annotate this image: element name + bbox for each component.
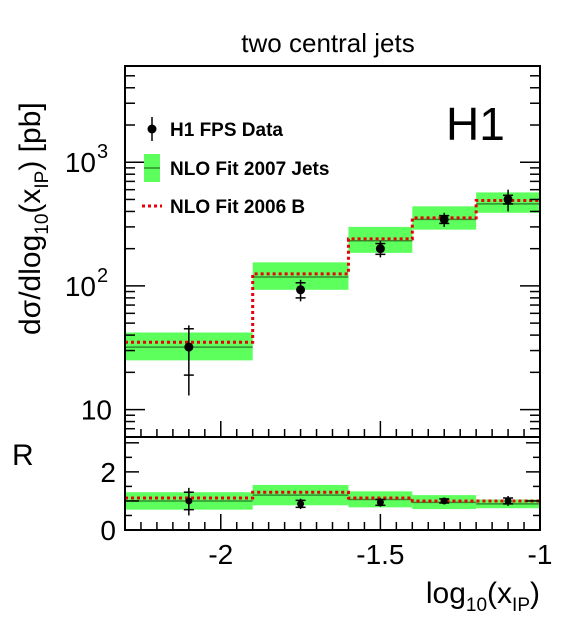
- data-point-marker: [439, 214, 449, 224]
- ratio-point-marker: [504, 497, 512, 505]
- ratio-y-tick-label: 0: [100, 515, 116, 546]
- y-tick-label: 10: [65, 147, 96, 178]
- y-tick-label: 10: [81, 395, 112, 426]
- main-panel-points: [183, 189, 514, 396]
- x-tick-label: -2: [208, 539, 233, 570]
- x-tick-label: -1: [528, 539, 553, 570]
- x-tick-label: -1.5: [356, 539, 404, 570]
- ratio-point-marker: [185, 497, 193, 505]
- legend-label: H1 FPS Data: [170, 120, 283, 141]
- experiment-label: H1: [446, 98, 505, 150]
- data-point-marker: [296, 285, 306, 295]
- legend-label: NLO Fit 2006 B: [170, 197, 305, 218]
- data-point-marker: [184, 342, 194, 352]
- legend: H1 FPS Data NLO Fit 2007 Jets NLO Fit 2006…: [142, 117, 329, 218]
- y-tick-label-exponent: 3: [97, 141, 108, 163]
- ratio-panel-points: [183, 487, 514, 516]
- legend-marker: [147, 124, 157, 134]
- ratio-frame: [124, 436, 541, 531]
- ratio-point-marker: [376, 498, 384, 506]
- legend-label: NLO Fit 2007 Jets: [170, 159, 329, 180]
- y-tick-label: 10: [65, 271, 96, 302]
- chart-title: two central jets: [241, 28, 414, 58]
- ratio-y-tick-label: 2: [100, 457, 116, 488]
- ratio-point-marker: [440, 497, 448, 505]
- ratio-nlo-2006-b-histogram: [125, 490, 540, 503]
- ratio-label: R: [12, 439, 34, 472]
- data-point-marker: [375, 244, 385, 254]
- ratio-point-marker: [297, 500, 305, 508]
- y-axis-label: dσ/dlog10(xIP) [pb]: [14, 102, 53, 335]
- x-axis-label: log10(xIP): [426, 577, 540, 616]
- data-point-marker: [503, 194, 513, 204]
- y-tick-label-exponent: 2: [97, 265, 108, 287]
